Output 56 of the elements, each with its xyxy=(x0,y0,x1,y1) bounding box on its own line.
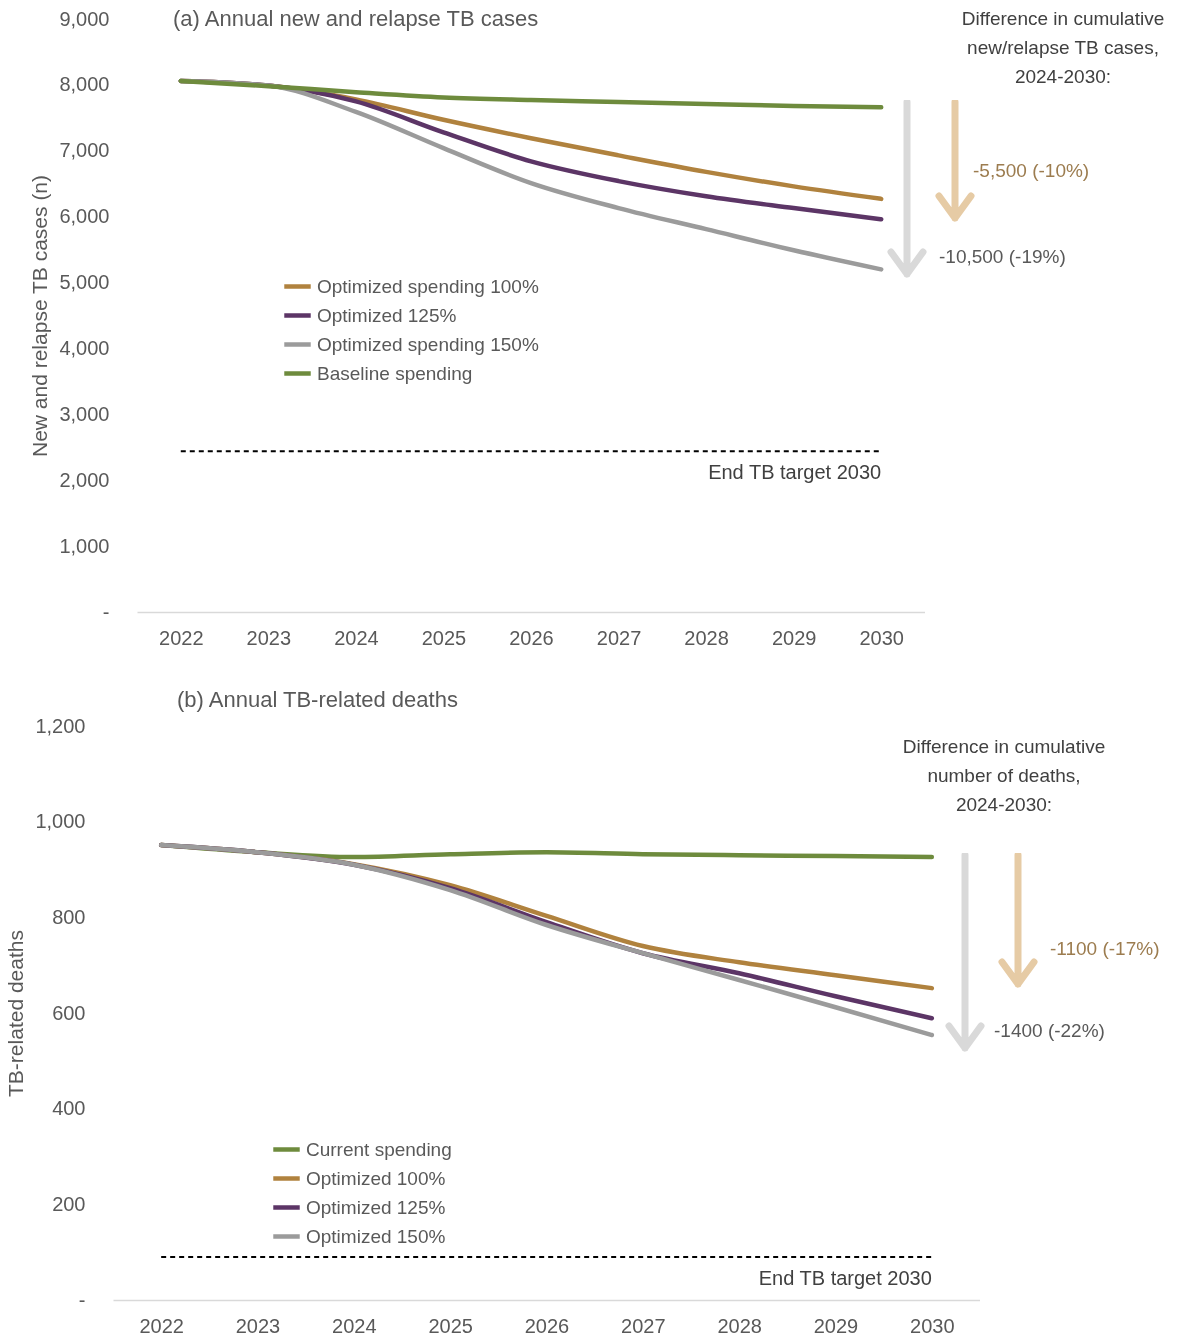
y-tick-label: 4,000 xyxy=(59,336,110,359)
chart-title: (b) Annual TB-related deaths xyxy=(177,687,458,712)
text: -1100 (-17%) xyxy=(1050,938,1160,959)
text: -5,500 (-10%) xyxy=(973,160,1090,181)
y-tick-label: 5,000 xyxy=(59,271,110,294)
y-tick-label: 3,000 xyxy=(59,402,110,425)
y-tick-label: 800 xyxy=(52,905,86,928)
y-tick-label: 6,000 xyxy=(59,205,110,228)
x-tick-label: 2027 xyxy=(596,626,642,649)
x-tick-label: 2025 xyxy=(428,1314,473,1337)
x-tick-label: 2030 xyxy=(859,626,904,649)
y-tick-label: 400 xyxy=(52,1097,86,1120)
x-tick-label: 2030 xyxy=(910,1314,955,1337)
x-tick-label: 2023 xyxy=(235,1314,281,1337)
y-tick-label: - xyxy=(78,1288,86,1311)
y-tick-label: 1,000 xyxy=(59,534,110,557)
legend-label: Optimized spending 150% xyxy=(317,333,539,355)
y-axis-title: TB-related deaths xyxy=(4,930,28,1097)
legend-label: Optimized 125% xyxy=(317,304,457,326)
x-tick-label: 2027 xyxy=(621,1314,666,1337)
chart-title: (a) Annual new and relapse TB cases xyxy=(173,6,539,31)
x-tick-label: 2024 xyxy=(334,626,379,649)
y-tick-label: 600 xyxy=(52,1001,86,1024)
legend-label: Baseline spending xyxy=(317,362,473,384)
text: Difference in cumulative new/relapse TB cases, 2024-2030: xyxy=(961,8,1165,87)
text: -10,500 (-19%) xyxy=(939,246,1066,267)
ref-line-label: End TB target 2030 xyxy=(708,461,882,484)
text: -1400 (-22%) xyxy=(994,1020,1105,1041)
x-tick-label: 2026 xyxy=(509,626,554,649)
x-tick-label: 2025 xyxy=(421,626,467,649)
legend-label: Optimized 100% xyxy=(306,1167,446,1189)
text: Difference in cumulative number of deaths, 2024-2030: xyxy=(902,736,1106,815)
legend-label: Current spending xyxy=(306,1138,452,1160)
x-tick-label: 2023 xyxy=(246,626,292,649)
y-axis-title: New and relapse TB cases (n) xyxy=(28,174,52,458)
y-tick-label: 1,200 xyxy=(35,714,86,737)
x-tick-label: 2029 xyxy=(813,1314,859,1337)
x-tick-label: 2022 xyxy=(139,1314,184,1337)
x-tick-label: 2028 xyxy=(717,1314,762,1337)
x-tick-label: 2022 xyxy=(159,626,204,649)
y-tick-label: 7,000 xyxy=(59,139,110,162)
y-tick-label: 2,000 xyxy=(59,468,110,491)
x-tick-label: 2028 xyxy=(684,626,729,649)
legend-label: Optimized spending 100% xyxy=(317,275,539,297)
line-series xyxy=(178,78,884,110)
legend-label: Optimized 125% xyxy=(306,1196,446,1218)
y-tick-label: 9,000 xyxy=(59,7,110,30)
y-tick-label: - xyxy=(102,600,110,623)
y-tick-label: 200 xyxy=(52,1192,86,1215)
y-tick-label: 8,000 xyxy=(59,73,110,96)
x-tick-label: 2024 xyxy=(332,1314,377,1337)
x-tick-label: 2026 xyxy=(524,1314,570,1337)
ref-line-label: End TB target 2030 xyxy=(758,1266,932,1289)
legend-label: Optimized 150% xyxy=(306,1225,446,1247)
x-tick-label: 2029 xyxy=(771,626,817,649)
y-tick-label: 1,000 xyxy=(35,810,86,833)
